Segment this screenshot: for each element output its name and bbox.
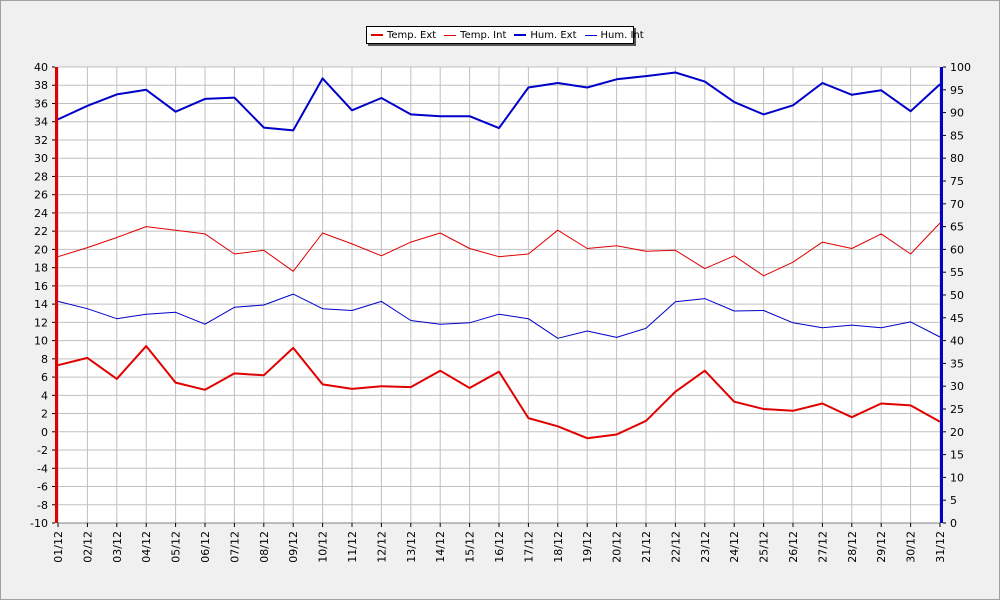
x-tick-label: 21/12 — [640, 531, 653, 563]
x-tick-label: 25/12 — [758, 531, 771, 563]
y-right-tick-label: 100 — [950, 61, 971, 74]
y-left-tick-label: 14 — [34, 298, 48, 311]
x-tick-label: 28/12 — [846, 531, 859, 563]
y-left-tick-label: 20 — [34, 243, 48, 256]
right-axis-bar — [940, 67, 943, 523]
y-left-tick-label: 30 — [34, 152, 48, 165]
y-right-tick-label: 90 — [950, 107, 964, 120]
y-right-tick-label: 30 — [950, 380, 964, 393]
y-left-tick-label: 8 — [41, 353, 48, 366]
y-left-tick-label: 12 — [34, 316, 48, 329]
x-tick-label: 08/12 — [258, 531, 271, 563]
x-tick-label: 04/12 — [140, 531, 153, 563]
x-tick-label: 05/12 — [170, 531, 183, 563]
y-right-tick-label: 50 — [950, 289, 964, 302]
legend-item-hum-int: Hum. Int — [584, 29, 644, 41]
y-left-tick-label: -2 — [37, 444, 48, 457]
y-right-tick-label: 25 — [950, 403, 964, 416]
x-tick-label: 30/12 — [905, 531, 918, 563]
x-tick-label: 31/12 — [934, 531, 947, 563]
y-right-tick-label: 70 — [950, 198, 964, 211]
legend-label-temp-int: Temp. Int — [460, 29, 507, 41]
legend-swatch-hum-ext — [514, 34, 527, 36]
x-tick-label: 16/12 — [493, 531, 506, 563]
left-axis-bar — [55, 67, 58, 523]
x-tick-label: 23/12 — [699, 531, 712, 563]
x-tick-label: 11/12 — [346, 531, 359, 563]
series-line-temp-int — [57, 222, 941, 277]
x-tick-label: 06/12 — [199, 531, 212, 563]
y-left-tick-label: -10 — [30, 517, 48, 530]
y-right-tick-label: 95 — [950, 84, 964, 97]
x-tick-label: 27/12 — [816, 531, 829, 563]
y-left-tick-label: 6 — [41, 371, 48, 384]
y-left-tick-label: 2 — [41, 408, 48, 421]
y-right-tick-label: 45 — [950, 312, 964, 325]
x-tick-label: 09/12 — [287, 531, 300, 563]
y-right-tick-label: 80 — [950, 152, 964, 165]
x-tick-label: 15/12 — [464, 531, 477, 563]
series-line-temp-ext — [57, 345, 941, 440]
legend: Temp. Ext Temp. Int Hum. Ext Hum. Int — [366, 26, 644, 44]
y-left-tick-label: 40 — [34, 61, 48, 74]
legend-item-hum-ext: Hum. Ext — [514, 29, 577, 41]
x-tick-label: 12/12 — [375, 531, 388, 563]
legend-swatch-temp-int — [444, 34, 457, 36]
y-right-tick-label: 60 — [950, 243, 964, 256]
legend-label-temp-ext: Temp. Ext — [387, 29, 437, 41]
x-tick-label: 07/12 — [228, 531, 241, 563]
x-tick-label: 20/12 — [611, 531, 624, 563]
x-tick-label: 29/12 — [875, 531, 888, 563]
y-left-tick-label: 38 — [34, 79, 48, 92]
x-tick-label: 03/12 — [111, 531, 124, 563]
y-left-tick-label: 34 — [34, 116, 48, 129]
y-left-tick-label: 18 — [34, 262, 48, 275]
legend-swatch-temp-ext — [371, 34, 383, 36]
y-left-tick-label: 36 — [34, 97, 48, 110]
y-right-tick-label: 5 — [950, 494, 957, 507]
y-left-tick-label: -8 — [37, 499, 48, 512]
series-line-hum-ext — [57, 71, 941, 132]
y-left-tick-label: 32 — [34, 134, 48, 147]
y-right-tick-label: 0 — [950, 517, 957, 530]
y-right-tick-label: 15 — [950, 449, 964, 462]
x-tick-label: 17/12 — [522, 531, 535, 563]
y-left-tick-label: -4 — [37, 462, 48, 475]
legend-item-temp-int: Temp. Int — [444, 30, 506, 41]
y-left-tick-label: 10 — [34, 335, 48, 348]
y-right-tick-label: 85 — [950, 129, 964, 142]
legend-label-hum-int: Hum. Int — [600, 29, 644, 41]
y-left-tick-label: 26 — [34, 189, 48, 202]
legend-label-hum-ext: Hum. Ext — [530, 29, 577, 41]
x-tick-label: 24/12 — [728, 531, 741, 563]
y-left-tick-label: 4 — [41, 389, 48, 402]
y-right-tick-label: 35 — [950, 357, 964, 370]
y-left-tick-label: 16 — [34, 280, 48, 293]
y-right-tick-label: 65 — [950, 221, 964, 234]
y-left-tick-label: 24 — [34, 207, 48, 220]
y-left-tick-label: -6 — [37, 481, 48, 494]
x-tick-label: 22/12 — [669, 531, 682, 563]
x-tick-label: 01/12 — [52, 531, 65, 563]
x-tick-label: 13/12 — [405, 531, 418, 563]
x-tick-label: 14/12 — [434, 531, 447, 563]
x-tick-label: 10/12 — [317, 531, 330, 563]
y-left-tick-label: 28 — [34, 170, 48, 183]
y-right-tick-label: 75 — [950, 175, 964, 188]
x-tick-label: 02/12 — [81, 531, 94, 563]
series-line-hum-int — [57, 293, 941, 339]
y-left-tick-label: 22 — [34, 225, 48, 238]
x-tick-label: 19/12 — [581, 531, 594, 563]
x-tick-label: 18/12 — [552, 531, 565, 563]
x-tick-label: 26/12 — [787, 531, 800, 563]
y-right-tick-label: 40 — [950, 335, 964, 348]
y-right-tick-label: 10 — [950, 471, 964, 484]
y-right-tick-label: 20 — [950, 426, 964, 439]
y-left-tick-label: 0 — [41, 426, 48, 439]
legend-item-temp-ext: Temp. Ext — [371, 30, 436, 41]
y-right-tick-label: 55 — [950, 266, 964, 279]
legend-swatch-hum-int — [584, 34, 597, 36]
